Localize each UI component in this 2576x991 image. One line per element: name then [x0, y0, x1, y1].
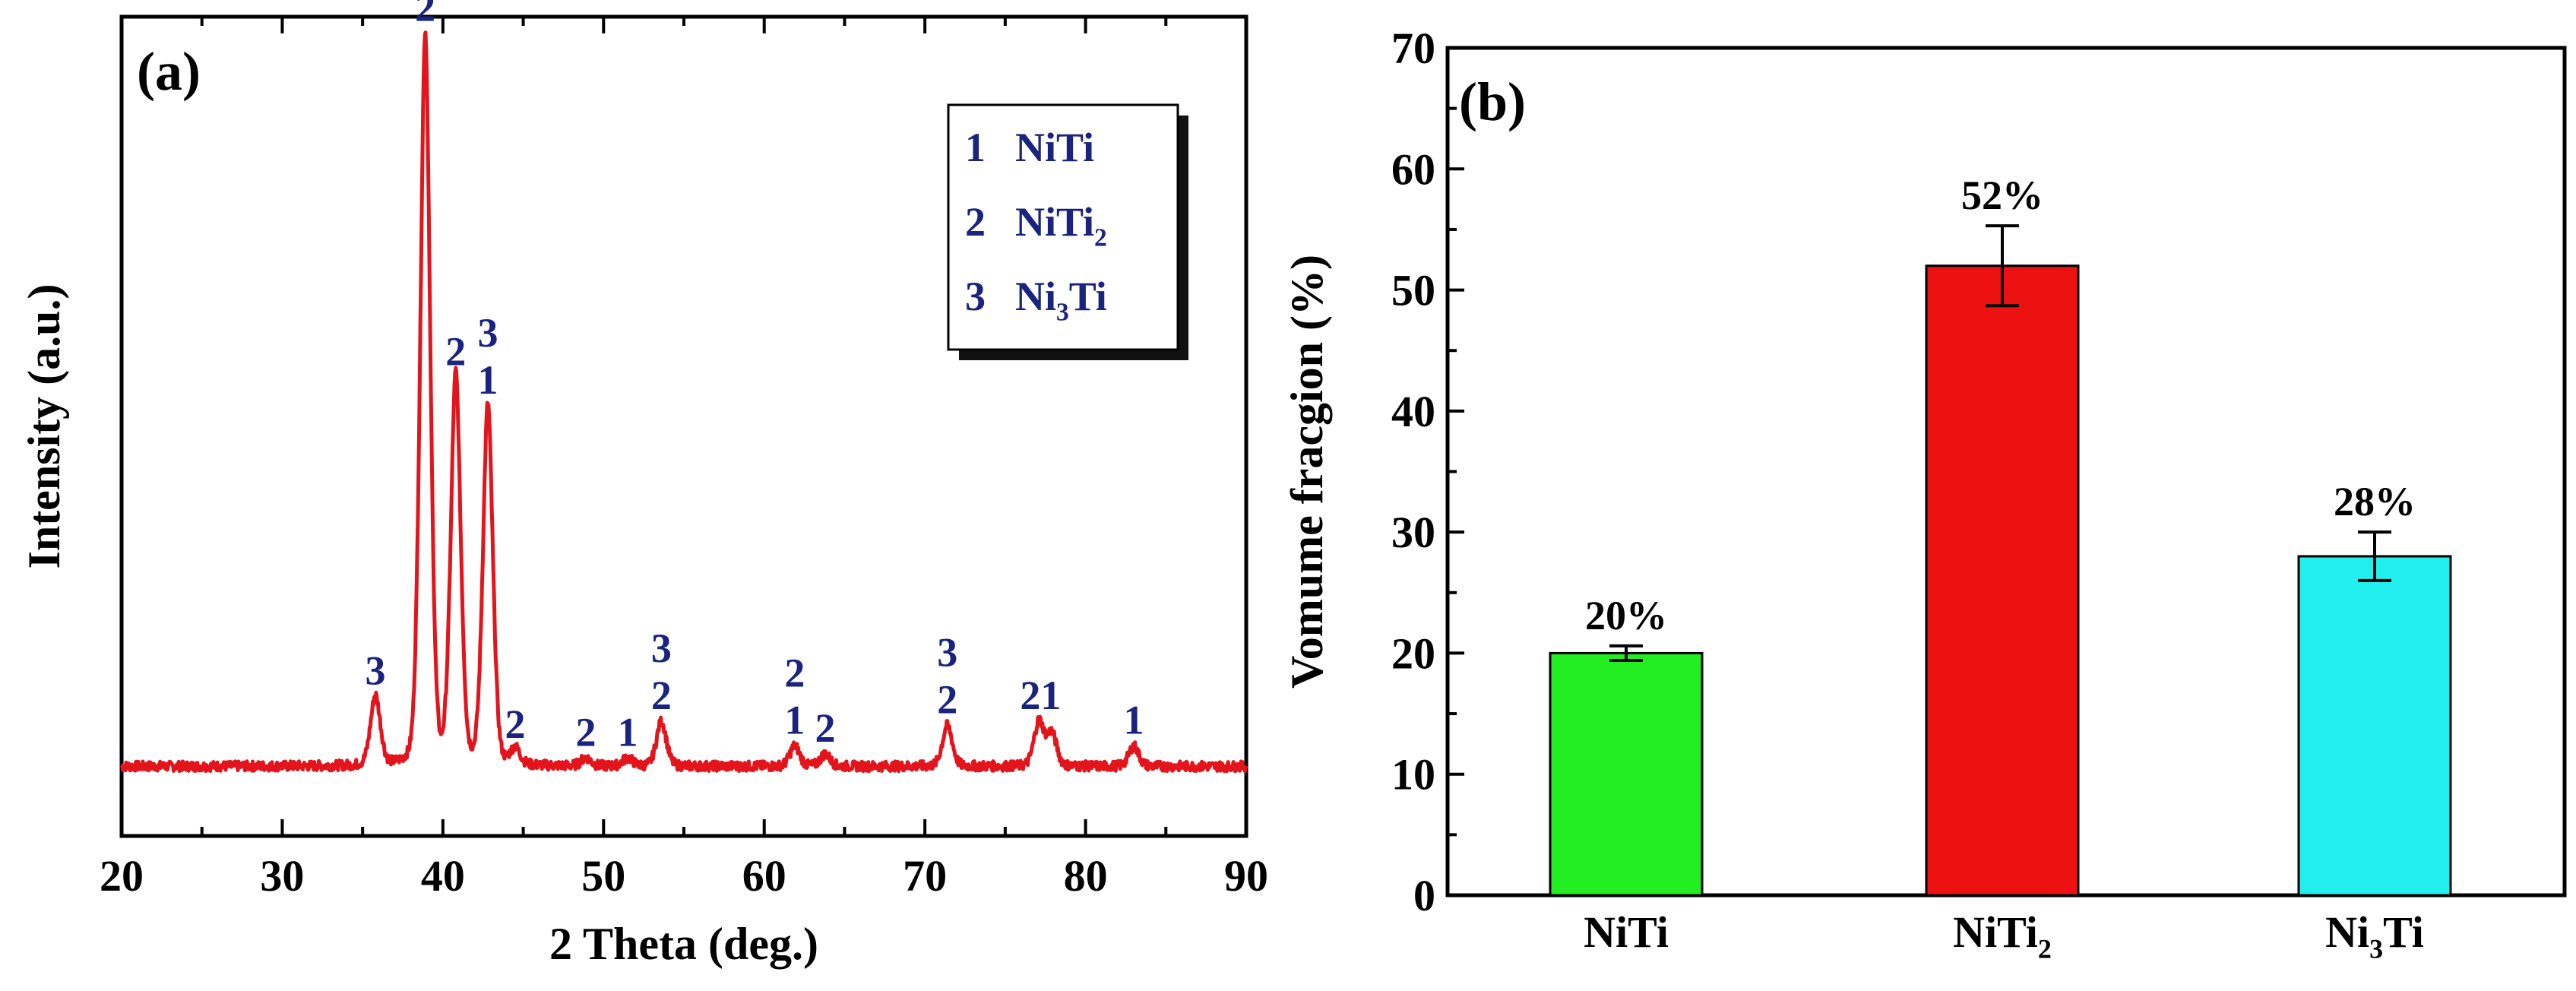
peak-label: 3: [366, 648, 386, 694]
peak-label: 1: [618, 710, 638, 755]
bar-value-label: 20%: [1585, 593, 1667, 638]
peak-label: 3: [478, 310, 498, 356]
panel-label-b: (b): [1459, 71, 1526, 132]
y-axis-label-b: Vomume fracgion (%): [1282, 255, 1332, 689]
x-tick-label: 90: [1224, 851, 1268, 901]
y-axis-label-a: Intensity (a.u.): [19, 283, 69, 568]
x-axis-label-a: 2 Theta (deg.): [549, 919, 818, 969]
bar-value-label: 28%: [2334, 479, 2416, 524]
y-tick-label: 30: [1391, 508, 1435, 557]
peak-label: 2: [505, 701, 526, 747]
category-label: NiTi: [1584, 907, 1669, 957]
legend-entry: NiTi: [1015, 125, 1094, 170]
bar: [1549, 651, 1704, 897]
legend-box: [947, 103, 1179, 351]
y-tick-label: 50: [1391, 266, 1435, 315]
peak-label: 2: [815, 705, 836, 751]
panel-label-a: (a): [137, 41, 201, 102]
peak-label: 1: [784, 697, 805, 742]
xrd-pattern-line: [120, 30, 1248, 774]
peak-label: 2: [576, 710, 597, 755]
y-tick-label: 40: [1391, 387, 1435, 436]
peak-label: 3: [651, 625, 672, 671]
bar-value-label: 52%: [1961, 173, 2043, 218]
legend-entry: Ni3Ti: [1015, 274, 1107, 327]
legend-index: 2: [965, 199, 986, 245]
y-tick-label: 0: [1413, 871, 1435, 920]
peak-label: 3: [937, 629, 957, 675]
x-tick-label: 60: [742, 851, 786, 901]
y-tick-label: 20: [1391, 628, 1435, 678]
y-tick-label: 60: [1391, 144, 1435, 194]
peak-label: 1: [478, 357, 498, 403]
peak-label: 2: [445, 328, 466, 374]
x-tick-label: 80: [1064, 851, 1108, 901]
y-tick-label: 10: [1391, 750, 1435, 799]
category-label: NiTi2: [1953, 907, 2052, 964]
category-label: Ni3Ti: [2325, 907, 2424, 964]
x-tick-label: 20: [100, 851, 144, 901]
x-tick-label: 50: [581, 851, 625, 901]
legend-entry: NiTi2: [1015, 199, 1107, 252]
bar: [2297, 555, 2452, 897]
y-tick-label: 70: [1391, 24, 1435, 73]
legend-index: 1: [965, 125, 986, 170]
peak-label: 2: [415, 0, 435, 30]
peak-label: 1: [1124, 697, 1144, 742]
x-tick-label: 30: [260, 851, 304, 901]
peak-label: 2: [651, 673, 672, 718]
peak-label: 2: [784, 650, 805, 695]
peak-label: 2: [937, 676, 957, 722]
x-tick-label: 40: [421, 851, 465, 901]
peak-label: 21: [1020, 673, 1061, 718]
x-tick-label: 70: [903, 851, 947, 901]
bar: [1925, 264, 2080, 897]
legend-index: 3: [965, 274, 986, 319]
